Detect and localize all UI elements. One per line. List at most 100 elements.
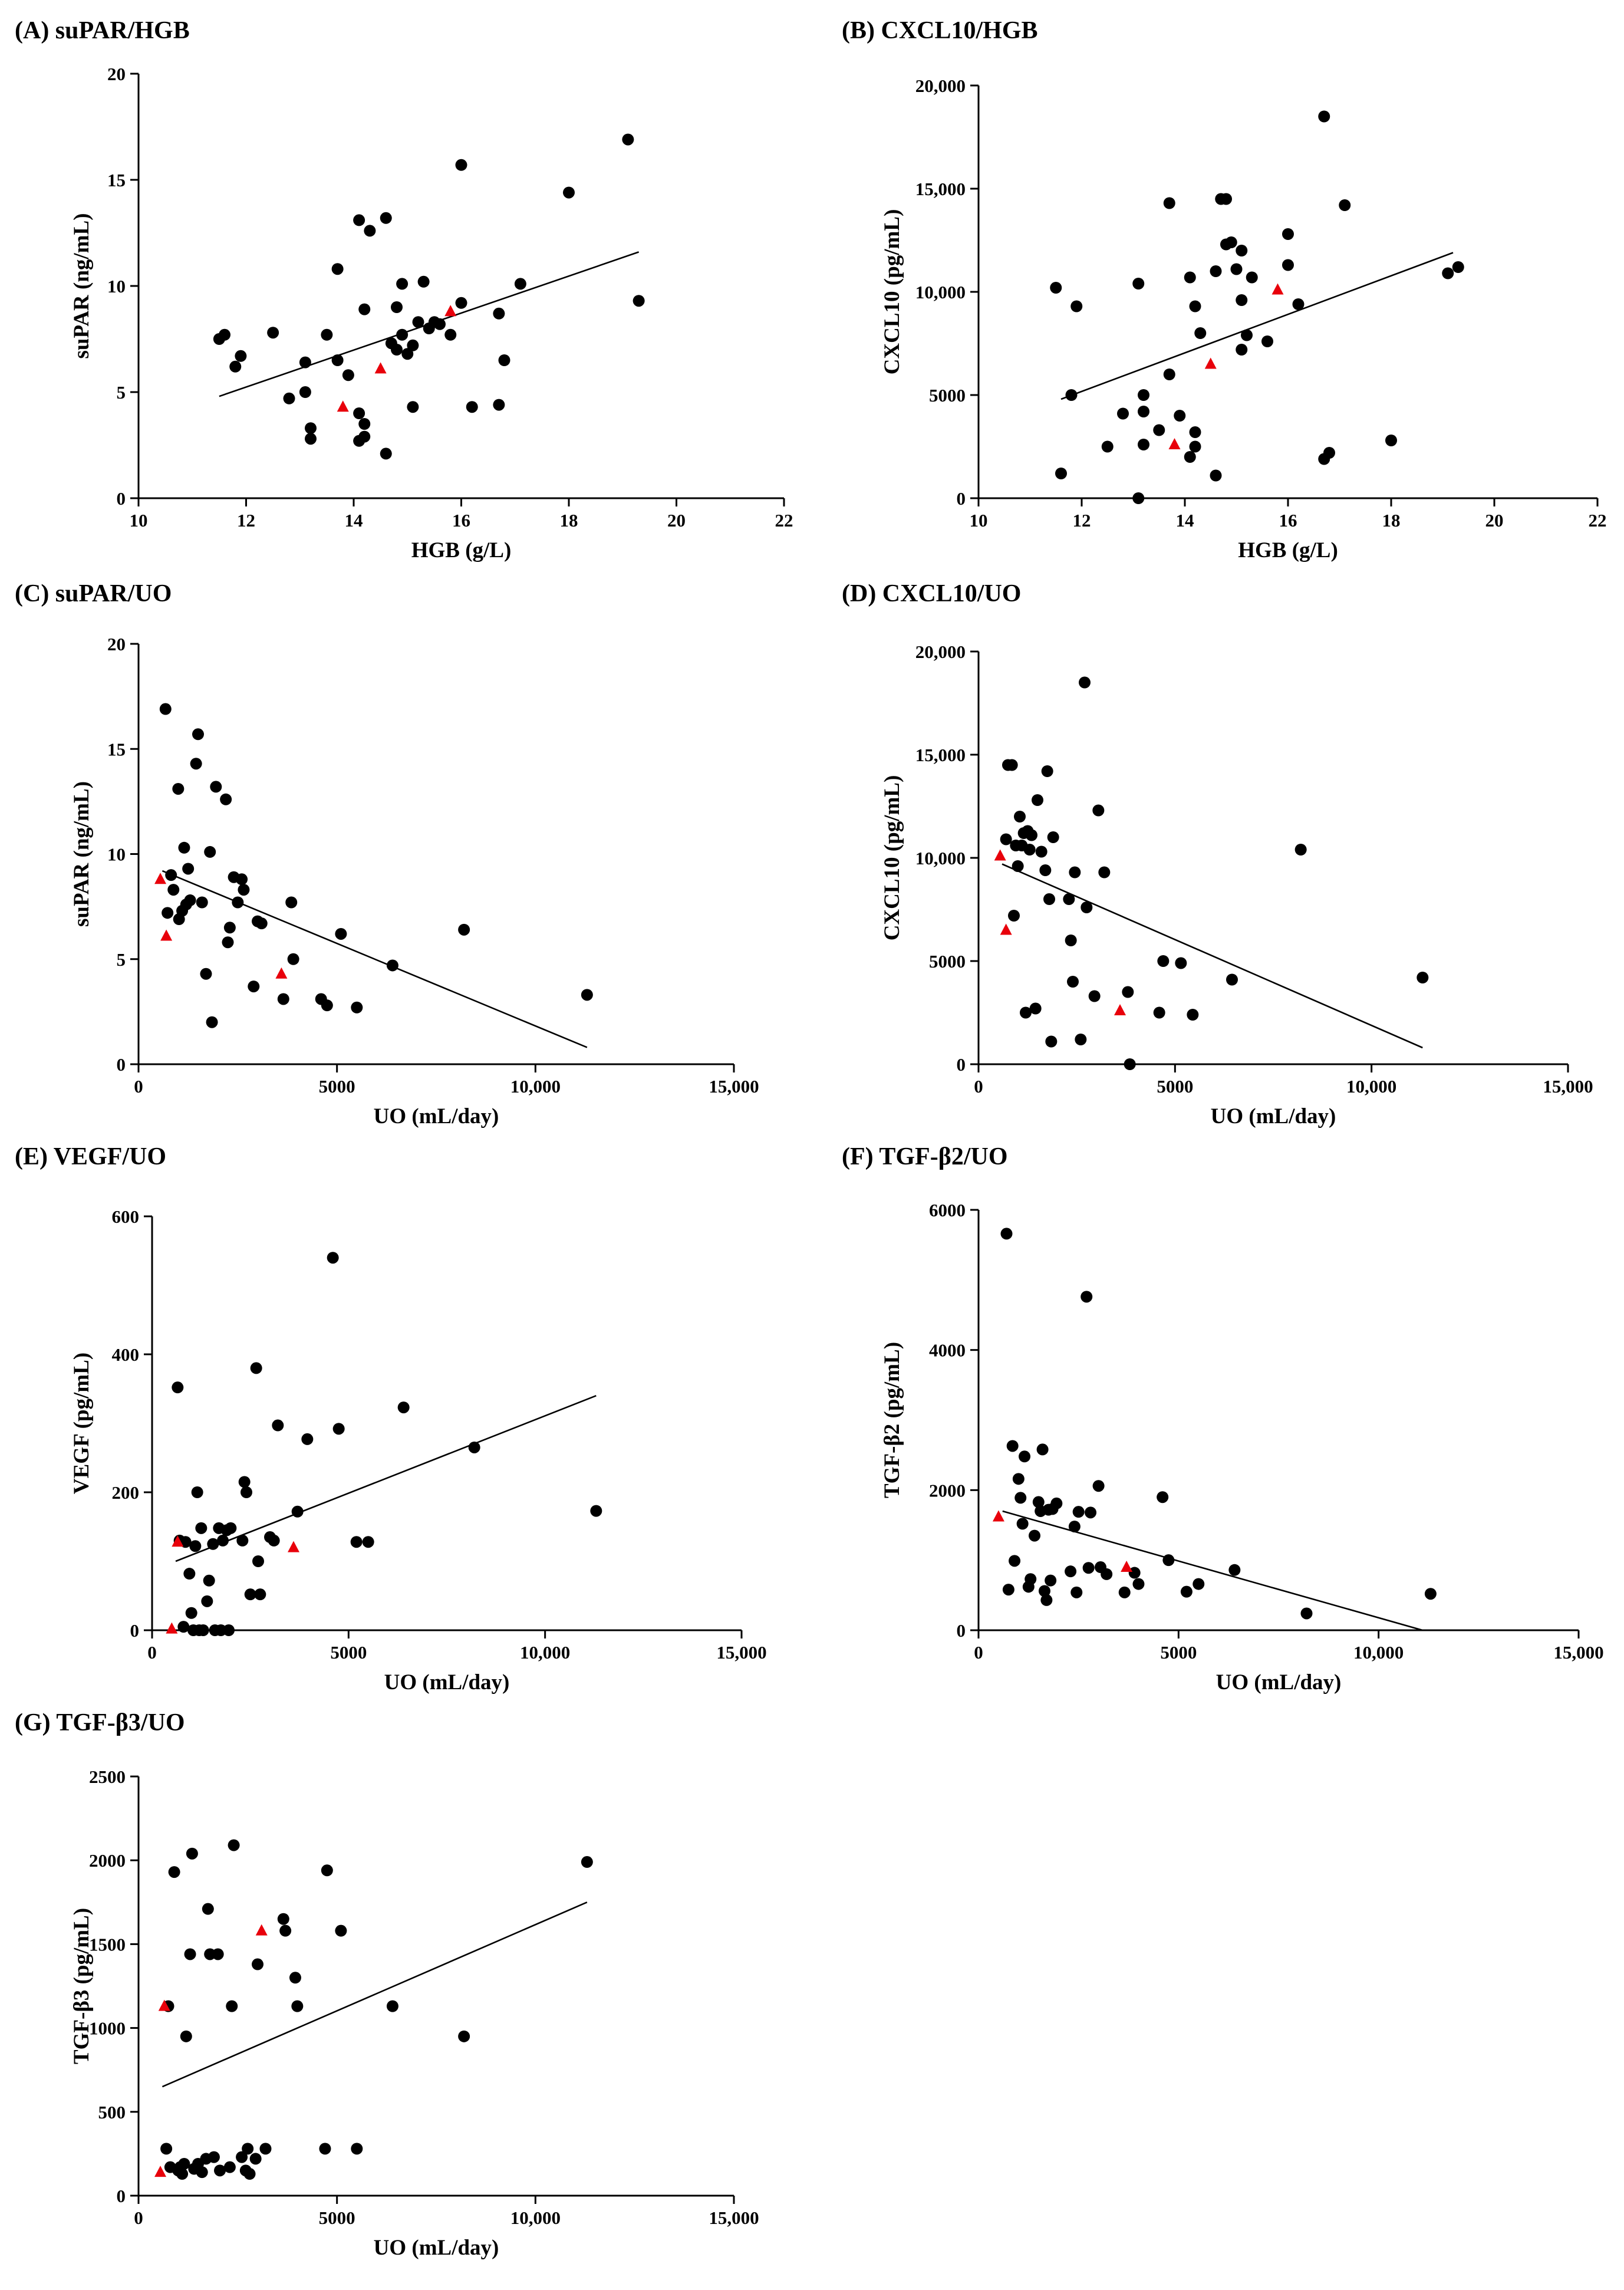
chart-B: (B) CXCL10/HGB 10 12 14 16 18 20 22 0 5000 10,000 1…	[842, 17, 1607, 562]
x-tick-label: 10	[130, 510, 148, 531]
data-point	[1068, 1521, 1081, 1533]
data-point	[301, 1433, 314, 1445]
data-point	[1241, 329, 1253, 341]
data-point	[1040, 1594, 1053, 1606]
data-point	[162, 907, 174, 919]
x-axis-label: UO (mL/day)	[1211, 1104, 1336, 1128]
data-point	[1025, 1573, 1037, 1585]
data-point	[1032, 794, 1043, 806]
data-point	[1055, 468, 1067, 479]
regression-line	[175, 1394, 597, 1562]
data-point	[590, 1505, 602, 1517]
data-point	[180, 2030, 192, 2042]
data-point	[1294, 844, 1307, 856]
data-point	[455, 297, 467, 309]
data-point	[248, 981, 260, 993]
data-point	[183, 1568, 196, 1580]
data-point	[1230, 263, 1243, 275]
data-point	[1081, 1291, 1093, 1303]
x-tick-label: 16	[452, 510, 470, 531]
data-point	[1038, 1585, 1050, 1597]
data-point	[1065, 1565, 1077, 1578]
data-point	[1282, 228, 1294, 240]
data-point	[196, 896, 208, 909]
data-point	[277, 993, 289, 1005]
highlighted-point	[1204, 357, 1217, 369]
y-tick-label: 2000	[929, 1480, 966, 1501]
data-point	[1180, 1585, 1193, 1598]
data-point	[1047, 831, 1059, 843]
y-tick-label: 6000	[929, 1200, 966, 1220]
data-point	[189, 1540, 202, 1552]
chart-title: (B) CXCL10/HGB	[842, 17, 1038, 44]
data-point	[160, 2143, 173, 2155]
x-tick-label: 5000	[1157, 1076, 1193, 1097]
y-tick-label: 5000	[929, 951, 966, 972]
x-tick-label: 14	[345, 510, 363, 531]
data-point	[391, 344, 403, 356]
data-point	[1012, 1473, 1025, 1485]
data-point	[299, 356, 311, 368]
data-point	[1075, 1034, 1087, 1045]
x-tick-label: 15,000	[1553, 1642, 1603, 1663]
data-point	[242, 2143, 254, 2155]
y-tick-label: 1500	[89, 1934, 126, 1955]
data-point	[1023, 844, 1036, 856]
data-point	[229, 360, 242, 373]
data-point	[353, 407, 365, 419]
data-point	[1124, 1058, 1136, 1070]
data-point	[212, 1948, 224, 1960]
data-point	[225, 1522, 237, 1534]
data-point	[232, 896, 244, 909]
data-point	[331, 354, 344, 366]
data-point	[581, 1856, 593, 1868]
data-point	[202, 1903, 214, 1915]
data-point	[190, 758, 202, 770]
data-point	[241, 1486, 252, 1498]
y-tick-label: 0	[117, 488, 126, 509]
y-tick-label: 400	[112, 1344, 140, 1365]
data-point	[331, 263, 344, 275]
data-point	[1189, 426, 1201, 438]
data-point	[186, 1847, 198, 1860]
data-point	[184, 1948, 196, 1960]
x-axis-label: UO (mL/day)	[384, 1670, 510, 1695]
x-axis-label: UO (mL/day)	[374, 1104, 499, 1128]
data-point	[249, 2153, 262, 2165]
x-axis-label: HGB (g/L)	[411, 538, 512, 562]
data-point	[1050, 1497, 1063, 1509]
data-point	[1162, 1554, 1175, 1567]
data-point	[235, 350, 247, 362]
data-point	[342, 369, 354, 381]
data-point	[1088, 990, 1101, 1002]
x-tick-label: 18	[560, 510, 578, 531]
data-point	[1045, 1574, 1057, 1587]
data-point	[391, 301, 403, 313]
data-point	[1220, 193, 1232, 205]
data-point	[172, 782, 185, 795]
data-point	[1067, 976, 1079, 988]
data-point	[1318, 110, 1330, 123]
highlighted-point	[172, 1535, 184, 1547]
data-point	[1132, 492, 1145, 504]
data-point	[219, 328, 230, 341]
data-point	[1063, 893, 1075, 905]
data-point	[200, 968, 212, 980]
y-tick-label: 0	[957, 1620, 966, 1641]
data-point	[1117, 407, 1129, 420]
data-point	[197, 1624, 209, 1636]
data-point	[1069, 866, 1081, 879]
y-tick-label: 200	[112, 1482, 140, 1503]
y-tick-label: 5	[117, 382, 126, 403]
data-point	[1002, 1584, 1014, 1596]
y-tick-label: 20,000	[915, 75, 966, 96]
highlighted-point	[1271, 283, 1284, 295]
chart-G: (G) TGF-β3/UO 0 5000 10,000 15,000 0 500 1000 15…	[15, 1709, 759, 2260]
data-point	[1092, 1480, 1105, 1492]
data-point	[226, 2000, 238, 2012]
data-point	[380, 448, 392, 460]
data-point	[1082, 1562, 1095, 1574]
data-point	[1246, 271, 1258, 284]
data-point	[1065, 935, 1077, 946]
chart-title: (G) TGF-β3/UO	[15, 1709, 185, 1736]
